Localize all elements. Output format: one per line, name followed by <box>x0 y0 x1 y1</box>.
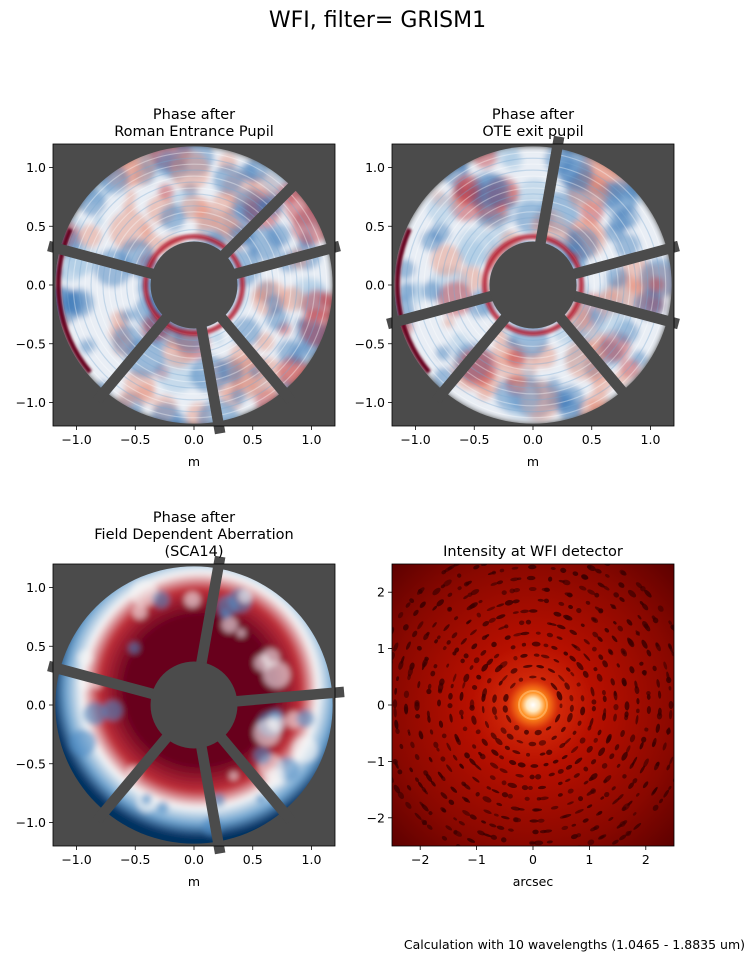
y-tick-label: −1.0 <box>16 395 46 410</box>
y-tick-label: 0 <box>377 698 385 713</box>
x-tick-label: −0.5 <box>459 432 489 447</box>
panel-p4: Intensity at WFI detector −2 −1 0 1 2 2 1 0 −1 −2 a… <box>367 544 675 889</box>
y-tick-label: −0.5 <box>16 756 46 771</box>
y-tick-label: −2 <box>367 810 385 825</box>
psf-core <box>507 679 559 731</box>
x-tick-label: −0.5 <box>120 852 150 867</box>
strut-2 <box>219 686 345 708</box>
psf-image <box>392 564 674 846</box>
y-tick-label: −1 <box>367 754 385 769</box>
x-tick-label: −2 <box>411 852 429 867</box>
x-tick-label: −0.5 <box>120 432 150 447</box>
strut-6 <box>556 286 680 330</box>
panel-title-line-1: Intensity at WFI detector <box>443 544 623 560</box>
x-tick-label: 1.0 <box>302 432 322 447</box>
y-tick-label: 0.0 <box>26 698 46 713</box>
panel-title-line-1: Phase after <box>153 107 235 123</box>
panel-title-line-1: Phase after <box>492 107 574 123</box>
x-tick-label: 1 <box>585 852 593 867</box>
x-tick-label: 0.5 <box>243 432 263 447</box>
y-tick-label: −0.5 <box>16 336 46 351</box>
y-tick-label: 1.0 <box>26 580 46 595</box>
strut-5 <box>193 309 226 435</box>
x-axis-label: arcsec <box>513 874 554 889</box>
y-tick-label: 0.0 <box>26 278 46 293</box>
x-tick-label: 0.0 <box>523 432 543 447</box>
strut-1 <box>193 555 226 681</box>
x-tick-label: −1.0 <box>61 852 91 867</box>
panel-title-line-2: Roman Entrance Pupil <box>114 124 274 140</box>
central-obscuration <box>150 241 238 329</box>
x-tick-label: 0 <box>529 852 537 867</box>
strut-1 <box>217 240 341 284</box>
x-tick-label: −1.0 <box>400 432 430 447</box>
central-obscuration <box>150 661 238 749</box>
strut-3 <box>47 660 171 704</box>
strut-4 <box>93 721 182 824</box>
x-axis-label: m <box>527 454 539 469</box>
central-obscuration <box>489 241 577 329</box>
strut-2 <box>208 174 305 271</box>
strut-4 <box>432 301 521 404</box>
x-axis-label: m <box>188 874 200 889</box>
x-axis-label: m <box>188 454 200 469</box>
figure-suptitle: WFI, filter= GRISM1 <box>268 8 487 33</box>
y-tick-label: 0.5 <box>26 639 46 654</box>
panel-title-line-3: (SCA14) <box>164 544 223 560</box>
y-tick-label: 0.5 <box>365 219 385 234</box>
y-tick-label: 0.0 <box>365 278 385 293</box>
strut-3 <box>386 286 510 330</box>
y-tick-label: 1 <box>377 641 385 656</box>
x-tick-label: 0.0 <box>184 432 204 447</box>
strut-5 <box>545 301 634 404</box>
panel-title-line-2: OTE exit pupil <box>482 124 583 140</box>
x-tick-label: 0.0 <box>184 852 204 867</box>
y-tick-label: 1.0 <box>26 160 46 175</box>
y-tick-label: 2 <box>377 585 385 600</box>
panel-title-line-1: Phase after <box>153 510 235 526</box>
x-tick-label: 0.5 <box>582 432 602 447</box>
strut-4 <box>93 301 182 404</box>
x-tick-label: 1.0 <box>302 852 322 867</box>
strut-5 <box>193 729 226 855</box>
panel-title-line-2: Field Dependent Aberration <box>94 527 293 543</box>
y-tick-label: −0.5 <box>355 336 385 351</box>
y-tick-label: −1.0 <box>355 395 385 410</box>
x-tick-label: 2 <box>642 852 650 867</box>
figure-footnote: Calculation with 10 wavelengths (1.0465 … <box>403 937 745 952</box>
strut-1 <box>556 240 680 284</box>
strut-2 <box>532 135 565 261</box>
strut-3 <box>47 240 171 284</box>
y-tick-label: −1.0 <box>16 815 46 830</box>
strut-6 <box>206 301 295 404</box>
y-tick-label: 1.0 <box>365 160 385 175</box>
strut-6 <box>206 721 295 824</box>
x-tick-label: −1.0 <box>61 432 91 447</box>
x-tick-label: 0.5 <box>243 852 263 867</box>
x-tick-label: 1.0 <box>641 432 661 447</box>
y-tick-label: 0.5 <box>26 219 46 234</box>
x-tick-label: −1 <box>467 852 485 867</box>
